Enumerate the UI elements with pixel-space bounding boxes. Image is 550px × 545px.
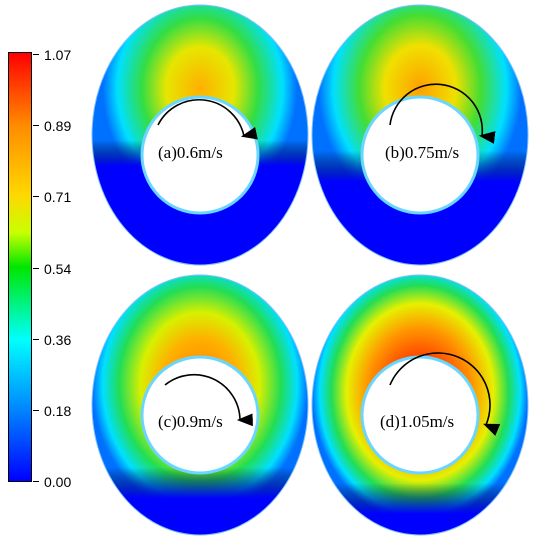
panel-a: (a)0.6m/s (91, 4, 309, 266)
colorbar-tick-label: 1.07 (44, 47, 72, 63)
colorbar-tick (33, 410, 39, 411)
panel-b-label: (b)0.75m/s (385, 143, 459, 162)
colorbar-tick (33, 54, 39, 55)
colorbar (8, 52, 32, 482)
colorbar-tick (33, 481, 39, 482)
panel-c: (c)0.9m/s (91, 274, 309, 536)
panel-c-inner-cylinder (140, 355, 260, 475)
panel-c-rotation-arrow (164, 373, 253, 427)
colorbar-tick (33, 125, 39, 126)
colorbar-gradient (9, 53, 31, 481)
panel-b: (b)0.75m/s (311, 4, 529, 266)
panel-b-rotation-arrow (389, 83, 496, 144)
colorbar-tick (33, 339, 39, 340)
panel-b-outer-edge (311, 4, 529, 266)
panel-d-rotation-arrow (389, 352, 501, 436)
colorbar-tick-label: 0.18 (44, 403, 72, 419)
panel-d-label: (d)1.05m/s (380, 412, 454, 431)
colorbar-tick (33, 196, 39, 197)
panel-d: (d)1.05m/s (311, 274, 529, 536)
colorbar-tick-label: 0.54 (44, 261, 72, 277)
colorbar-tick-label: 0.36 (44, 332, 72, 348)
colorbar-tick-label: 0.71 (44, 189, 72, 205)
colorbar-tick-label: 0.00 (44, 474, 72, 490)
panel-c-outer-edge (91, 274, 309, 536)
panel-a-label: (a)0.6m/s (158, 143, 223, 162)
panel-a-rotation-arrow (157, 99, 258, 140)
panel-d-outer-edge (311, 274, 529, 536)
panel-c-label: (c)0.9m/s (158, 412, 223, 431)
colorbar-tick (33, 268, 39, 269)
panel-a-outer-edge (91, 4, 309, 266)
colorbar-tick-label: 0.89 (44, 118, 72, 134)
panel-a-inner-cylinder (140, 95, 260, 215)
panel-b-inner-cylinder (360, 95, 480, 215)
